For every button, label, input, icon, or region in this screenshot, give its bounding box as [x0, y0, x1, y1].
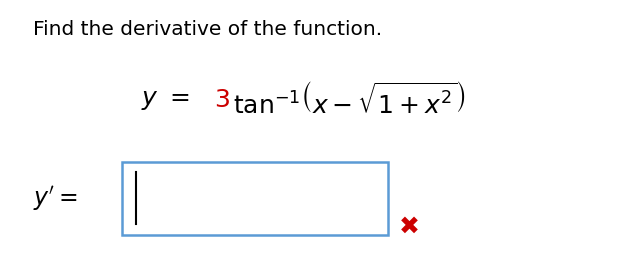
FancyBboxPatch shape [121, 162, 388, 235]
Text: $\tan^{-1}\!\left(x - \sqrt{1+x^2}\right)$: $\tan^{-1}\!\left(x - \sqrt{1+x^2}\right… [233, 81, 465, 118]
Text: Find the derivative of the function.: Find the derivative of the function. [33, 20, 382, 39]
Text: $y' =$: $y' =$ [33, 184, 78, 213]
Text: $3$: $3$ [214, 88, 230, 112]
Text: ✖: ✖ [399, 215, 420, 239]
Text: $y\ =\ $: $y\ =\ $ [141, 88, 190, 112]
